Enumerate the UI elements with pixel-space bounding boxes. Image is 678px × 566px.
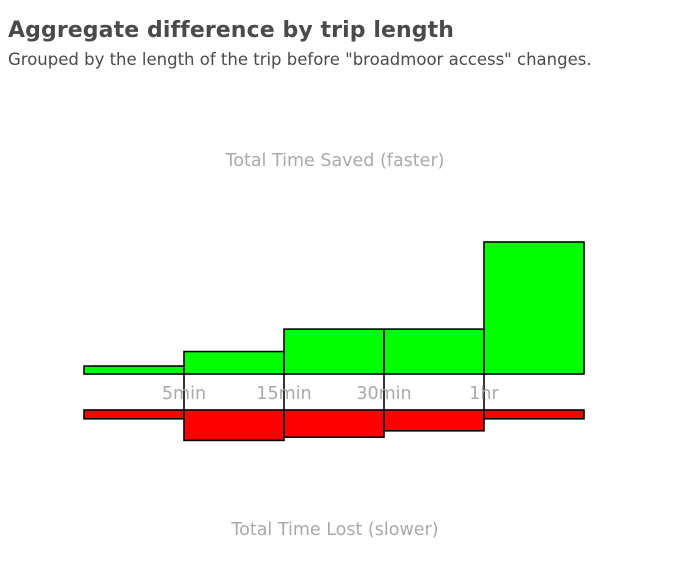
lost-bar-3 <box>383 409 485 432</box>
saved-bar-3 <box>383 328 485 375</box>
saved-label: Total Time Saved (faster) <box>225 151 445 171</box>
chart-title: Aggregate difference by trip length <box>8 18 455 43</box>
tick-label-1: 15min <box>256 384 311 404</box>
saved-bar-1 <box>183 350 285 375</box>
x-axis-ticks: 5min 15min 30min 1hr <box>162 374 500 410</box>
chart-subtitle: Grouped by the length of the trip before… <box>8 50 592 69</box>
lost-bar-2 <box>283 409 385 439</box>
lost-bars <box>83 409 585 442</box>
saved-bar-0 <box>83 365 185 375</box>
tick-label-3: 1hr <box>469 384 499 404</box>
saved-bars <box>83 241 585 375</box>
lost-bar-0 <box>83 409 185 420</box>
lost-label: Total Time Lost (slower) <box>230 520 438 540</box>
tick-label-0: 5min <box>162 384 206 404</box>
tick-label-2: 30min <box>356 384 411 404</box>
saved-bar-2 <box>283 328 385 375</box>
lost-bar-4 <box>483 409 585 420</box>
saved-bar-4 <box>483 241 585 375</box>
lost-bar-1 <box>183 409 285 442</box>
